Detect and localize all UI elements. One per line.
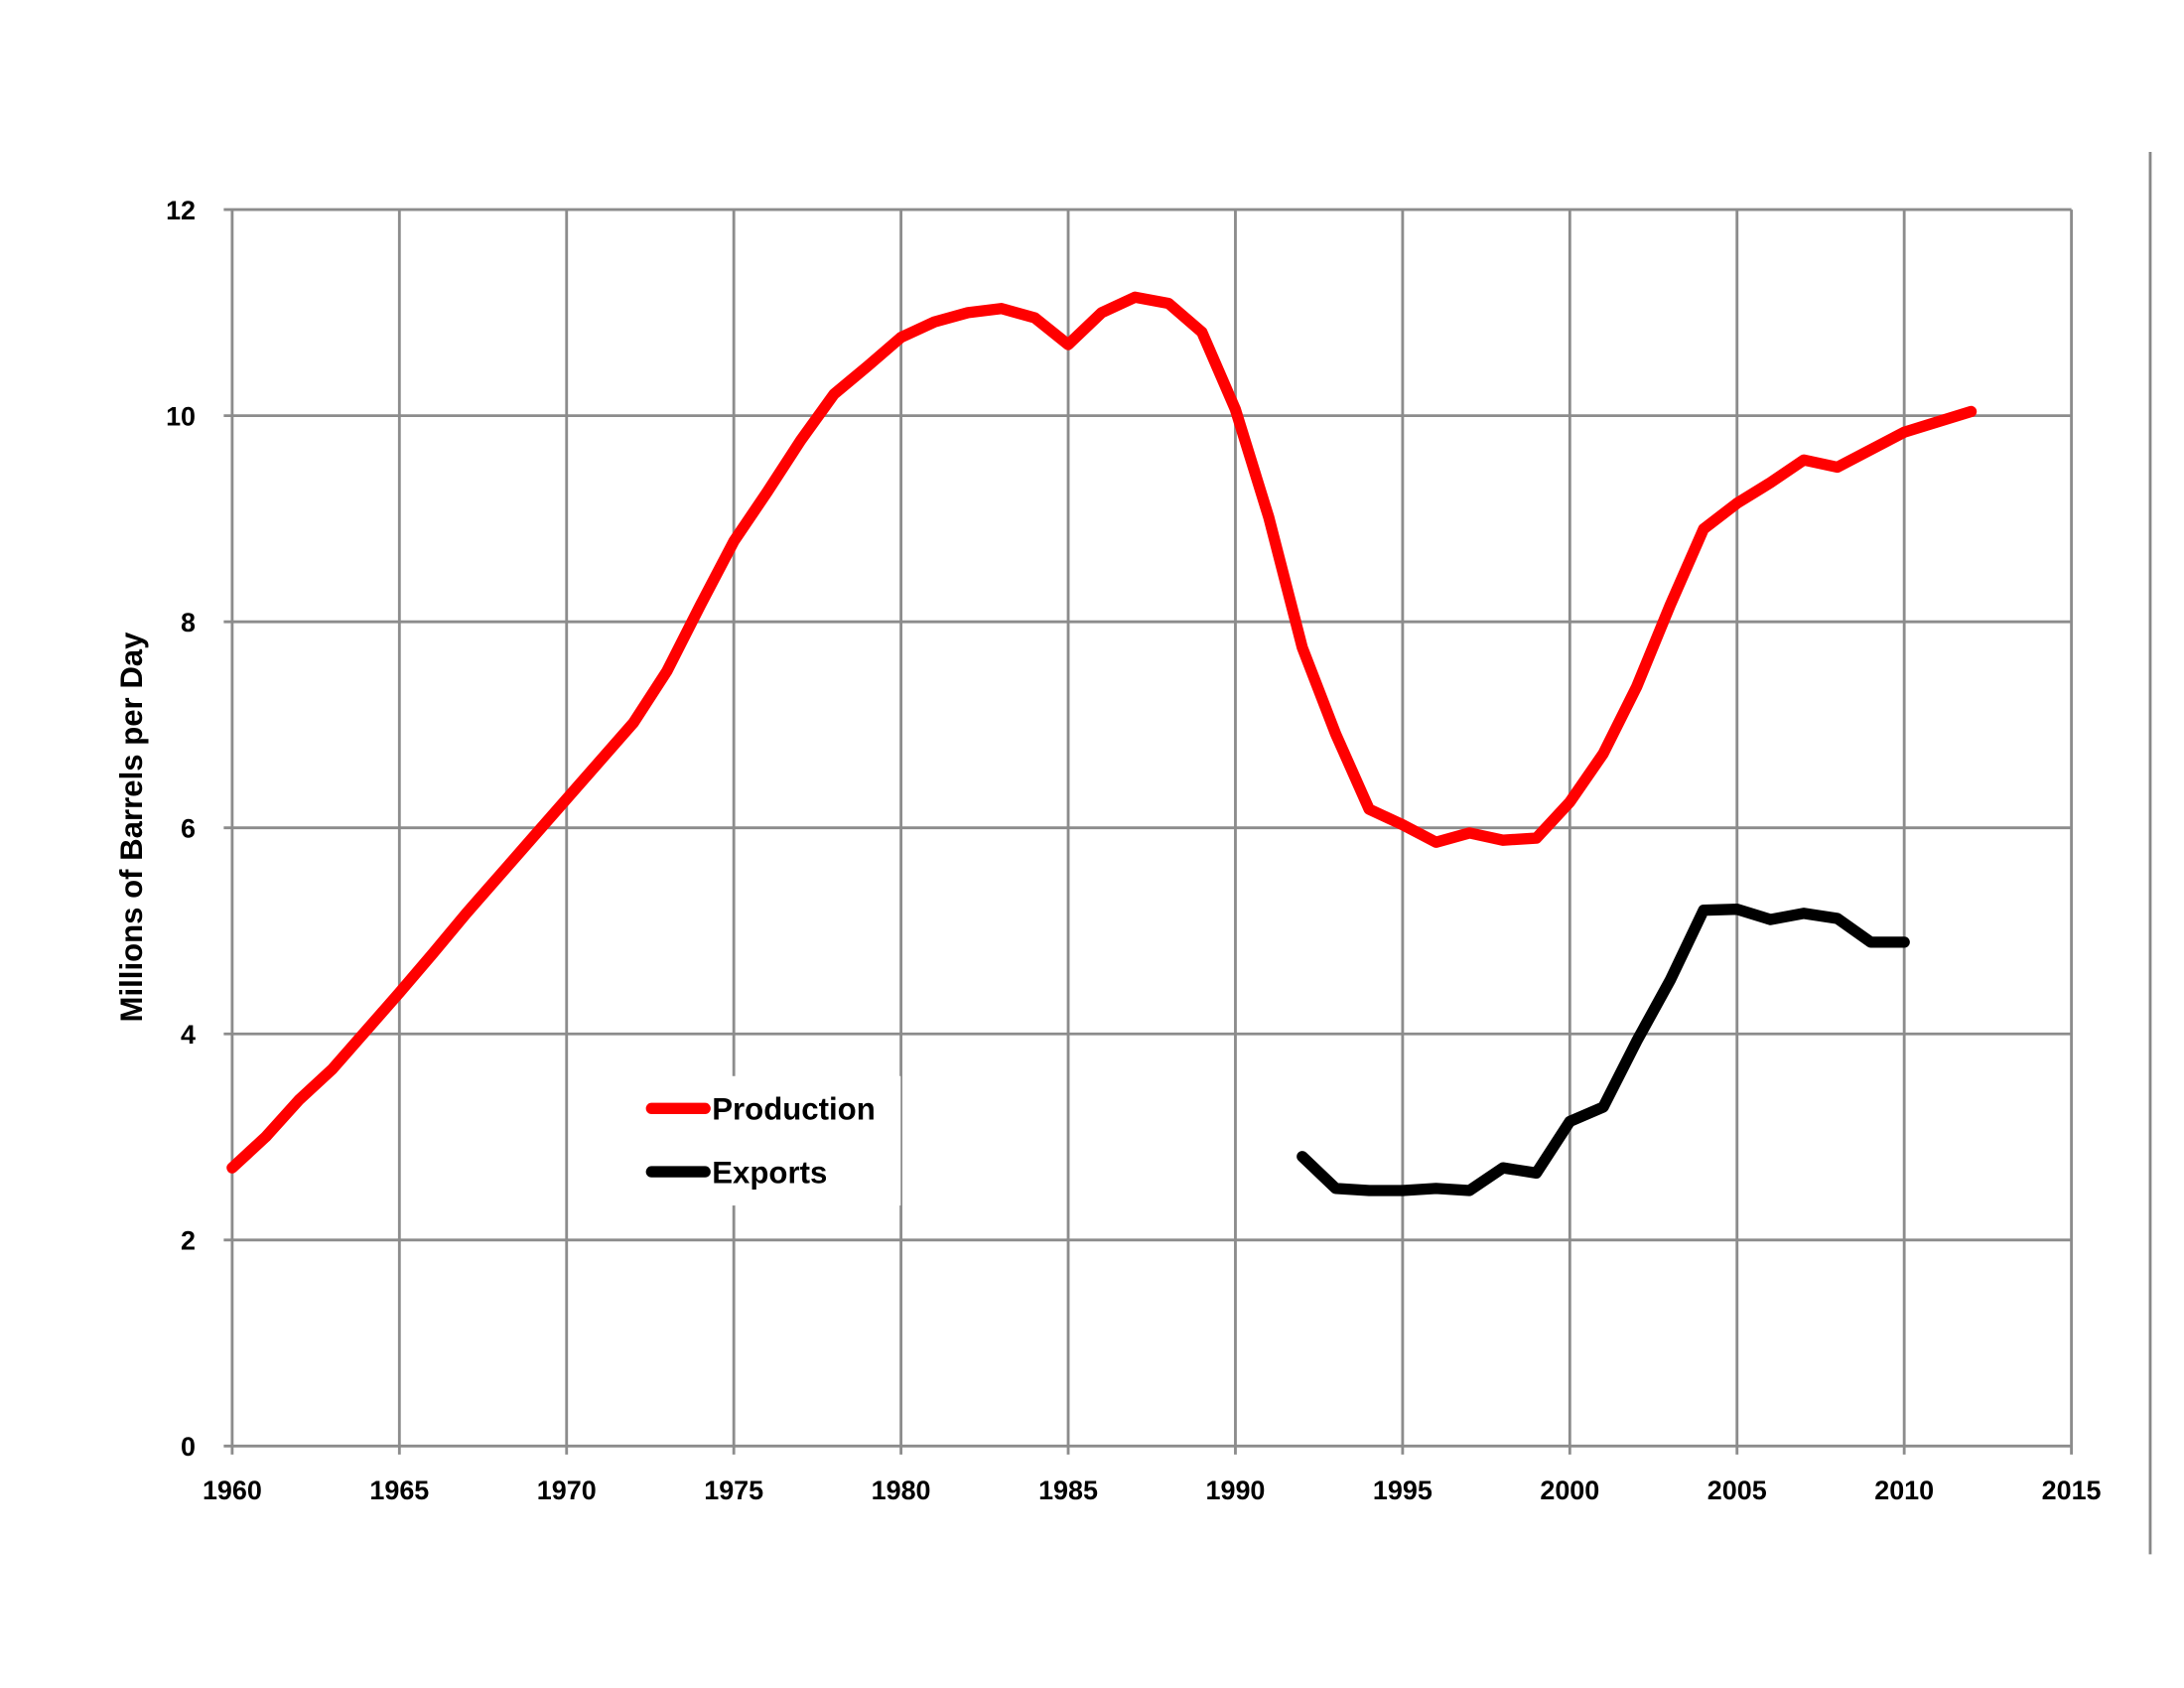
y-tick-label: 4 bbox=[181, 1020, 196, 1050]
y-tick-label: 2 bbox=[181, 1226, 196, 1256]
series-line-production bbox=[226, 291, 1978, 1174]
x-tick-label: 1985 bbox=[1038, 1476, 1098, 1505]
x-tick-label: 1995 bbox=[1373, 1476, 1433, 1505]
legend-box bbox=[639, 1075, 901, 1206]
x-tick-label: 1965 bbox=[369, 1476, 429, 1505]
x-tick-label: 1970 bbox=[537, 1476, 597, 1505]
y-tick-label: 0 bbox=[181, 1432, 196, 1462]
y-tick-label: 6 bbox=[181, 814, 196, 844]
x-tick-label: 1990 bbox=[1206, 1476, 1266, 1505]
legend-label-production: Production bbox=[712, 1092, 875, 1127]
x-tick-label: 2010 bbox=[1874, 1476, 1934, 1505]
x-tick-label: 1975 bbox=[704, 1476, 763, 1505]
grid bbox=[223, 208, 2074, 1455]
legend-label-exports: Exports bbox=[712, 1155, 827, 1190]
series-lines bbox=[226, 291, 1978, 1196]
tick-labels: 0 2 4 6 8 10 12 1960 1965 1970 1975 1980 1985 1990 199… bbox=[166, 196, 2101, 1505]
y-tick-label: 10 bbox=[166, 402, 196, 432]
legend: Production Exports bbox=[639, 1075, 901, 1206]
x-tick-label: 2005 bbox=[1707, 1476, 1767, 1505]
x-tick-label: 2000 bbox=[1540, 1476, 1599, 1505]
x-tick-label: 1980 bbox=[872, 1476, 931, 1505]
x-tick-label: 2015 bbox=[2042, 1476, 2102, 1505]
y-tick-label: 12 bbox=[166, 196, 196, 225]
series-line-exports bbox=[1297, 904, 1910, 1196]
y-tick-label: 8 bbox=[181, 608, 196, 637]
y-axis-label: Millions of Barrels per Day bbox=[114, 632, 149, 1023]
x-tick-label: 1960 bbox=[203, 1476, 262, 1505]
